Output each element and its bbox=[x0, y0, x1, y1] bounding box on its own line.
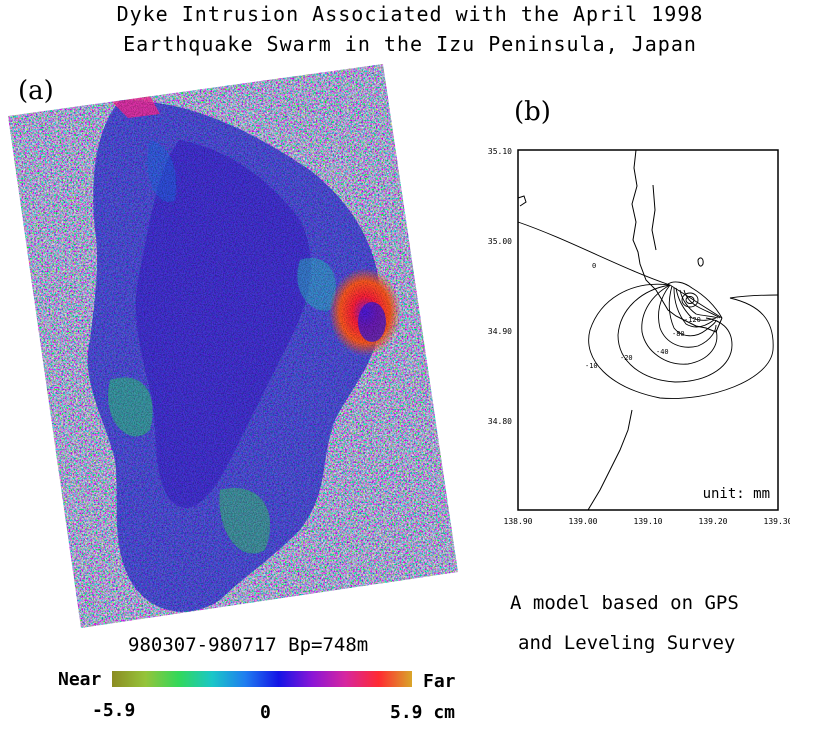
y-tick-label: 35.10 bbox=[488, 147, 512, 156]
contour-label: 0 bbox=[592, 262, 596, 270]
y-tick-label: 35.00 bbox=[488, 237, 512, 246]
model-caption-line-2: and Leveling Survey bbox=[518, 632, 736, 654]
model-caption-line-1: A model based on GPS bbox=[510, 592, 739, 614]
interferogram-image bbox=[8, 64, 458, 628]
figure-title-line-2: Earthquake Swarm in the Izu Peninsula, J… bbox=[123, 32, 697, 56]
coastline bbox=[517, 149, 723, 511]
x-tick-label: 139.10 bbox=[634, 517, 663, 526]
panel-b-label: (b) bbox=[514, 97, 551, 127]
x-tick-label: 139.30 bbox=[764, 517, 790, 526]
interferogram-panel bbox=[8, 64, 458, 628]
colorbar bbox=[112, 671, 412, 687]
y-tick-label: 34.90 bbox=[488, 327, 512, 336]
colorbar-mid-tick: 0 bbox=[260, 702, 271, 723]
panel-a-label: (a) bbox=[18, 76, 54, 106]
colorbar-max-tick: 5.9 cm bbox=[390, 702, 456, 723]
x-tick-label: 138.90 bbox=[504, 517, 533, 526]
colorbar-near-label: Near bbox=[58, 669, 102, 690]
interferogram-caption: 980307-980717 Bp=748m bbox=[128, 634, 369, 656]
contour-label: -20 bbox=[620, 354, 633, 362]
colorbar-far-label: Far bbox=[423, 671, 456, 692]
y-tick-label: 34.80 bbox=[488, 417, 512, 426]
colorbar-min-tick: -5.9 bbox=[92, 700, 136, 721]
contour-label: -80 bbox=[672, 330, 685, 338]
contour-label: -40 bbox=[656, 348, 669, 356]
model-map-frame bbox=[517, 149, 779, 511]
contour-lines bbox=[517, 221, 779, 399]
figure-title-line-1: Dyke Intrusion Associated with the April… bbox=[116, 2, 704, 26]
contour-label: -10 bbox=[585, 362, 598, 370]
x-tick-label: 139.00 bbox=[569, 517, 598, 526]
contour-label: -120 bbox=[684, 316, 701, 324]
unit-label: unit: mm bbox=[703, 486, 770, 502]
model-map-panel: 35.10 35.00 34.90 34.80 138.90 139.00 13… bbox=[488, 147, 790, 526]
x-tick-label: 139.20 bbox=[699, 517, 728, 526]
